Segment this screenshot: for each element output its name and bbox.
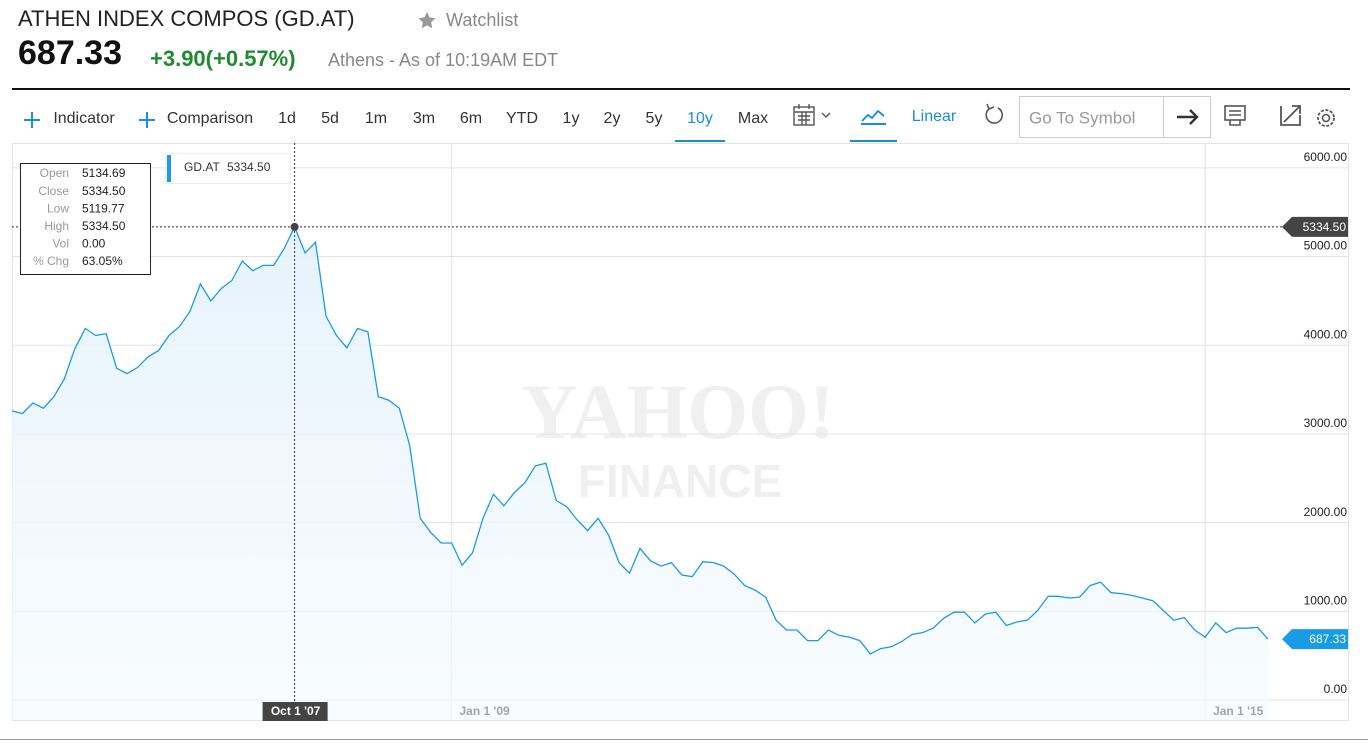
price-line bbox=[11, 225, 1269, 655]
toolbar-item[interactable]: 3m bbox=[413, 110, 435, 127]
settings-icon[interactable] bbox=[1317, 109, 1335, 127]
tooltip-value: 5134.69 bbox=[82, 166, 126, 180]
print-icon[interactable] bbox=[1224, 105, 1246, 126]
toolbar-item[interactable]: 1y bbox=[563, 110, 580, 127]
tooltip-box bbox=[20, 163, 151, 275]
y-tick-label: 6000.00 bbox=[1304, 150, 1348, 164]
crosshair-x-label: Oct 1 '07 bbox=[271, 704, 321, 718]
last-price-label: 687.33 bbox=[1309, 632, 1346, 646]
change: +3.90(+0.57%) bbox=[150, 46, 296, 71]
area-fill bbox=[12, 226, 1268, 720]
chart: 0.00 1000.00 2000.00 3000.00 4000.00 5000.00 6… bbox=[11, 143, 1348, 721]
share-icon[interactable] bbox=[1280, 105, 1301, 126]
toolbar-item[interactable]: 1m bbox=[365, 110, 387, 127]
go-arrow[interactable] bbox=[1177, 109, 1199, 125]
tooltip-label: Open bbox=[40, 166, 69, 180]
search-placeholder[interactable]: Go To Symbol bbox=[1029, 108, 1135, 127]
crosshair-dot bbox=[290, 222, 299, 231]
star-icon[interactable] bbox=[418, 12, 436, 29]
reset-icon[interactable] bbox=[985, 103, 1004, 124]
tooltip-value: 5334.50 bbox=[82, 219, 126, 233]
crosshair-x-tag bbox=[262, 702, 328, 721]
y-tick-label: 3000.00 bbox=[1304, 416, 1348, 430]
toolbar-item[interactable]: 10y bbox=[687, 110, 713, 127]
tooltip-value: 63.05% bbox=[82, 254, 123, 268]
tooltip-label: % Chg bbox=[33, 254, 69, 268]
price: 687.33 bbox=[18, 34, 122, 72]
tooltip-value: 5119.77 bbox=[82, 201, 125, 215]
crosshair-y-tag bbox=[1282, 216, 1348, 237]
tooltip-label: High bbox=[44, 219, 69, 233]
y-tick-label: 5000.00 bbox=[1304, 239, 1348, 253]
watermark: FINANCE bbox=[578, 455, 782, 507]
toolbar-item[interactable]: 2y bbox=[604, 110, 621, 127]
tooltip-label: Low bbox=[47, 201, 69, 215]
toolbar-item[interactable]: 6m bbox=[460, 110, 482, 127]
plus-icons bbox=[24, 112, 155, 128]
y-tick-label: 4000.00 bbox=[1304, 327, 1348, 341]
scale-toggle[interactable]: Linear bbox=[912, 108, 957, 125]
tooltip-value: 5334.50 bbox=[82, 184, 126, 198]
watermark: YAHOO! bbox=[521, 368, 835, 455]
legend-box bbox=[165, 153, 291, 184]
watchlist[interactable]: Watchlist bbox=[446, 10, 518, 30]
toolbar-item[interactable]: 1d bbox=[278, 110, 296, 127]
y-tick-label: 0.00 bbox=[1324, 682, 1348, 696]
tooltip-label: Vol bbox=[52, 237, 69, 251]
toolbar-item[interactable]: YTD bbox=[506, 110, 538, 127]
toolbar-item[interactable]: 5d bbox=[321, 110, 339, 127]
chart-type-icon[interactable] bbox=[861, 109, 885, 122]
legend-swatch bbox=[167, 155, 171, 182]
last-price-tag bbox=[1282, 629, 1348, 650]
title: ATHEN INDEX COMPOS (GD.AT) bbox=[18, 6, 355, 31]
tooltip-label: Close bbox=[38, 184, 69, 198]
crosshair-y-label: 5334.50 bbox=[1303, 220, 1347, 234]
tooltip-value: 0.00 bbox=[82, 237, 106, 251]
toolbar-item[interactable]: 5y bbox=[646, 110, 663, 127]
legend-name: GD.AT bbox=[184, 160, 220, 174]
toolbar-item[interactable]: Max bbox=[738, 110, 768, 127]
calendar-icon[interactable] bbox=[793, 104, 831, 126]
legend-value: 5334.50 bbox=[227, 160, 271, 174]
y-tick-label: 2000.00 bbox=[1304, 505, 1348, 519]
market-time: Athens - As of 10:19AM EDT bbox=[328, 50, 558, 70]
toolbar-item[interactable]: Indicator bbox=[53, 110, 115, 127]
y-tick-label: 1000.00 bbox=[1304, 594, 1348, 608]
toolbar-item[interactable]: Comparison bbox=[167, 110, 253, 127]
